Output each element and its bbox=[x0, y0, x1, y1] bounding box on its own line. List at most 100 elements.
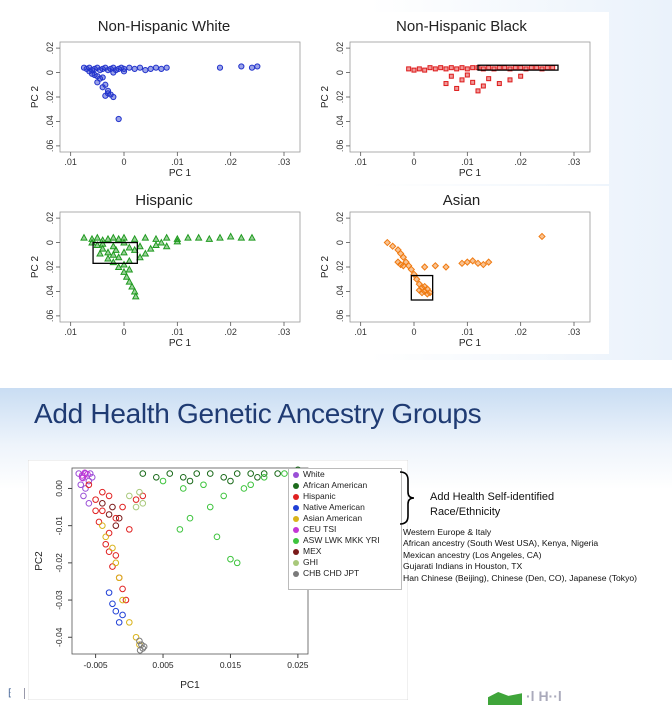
data-point bbox=[80, 233, 88, 241]
data-point bbox=[120, 267, 128, 275]
highlight-box bbox=[410, 274, 434, 301]
data-point bbox=[136, 253, 144, 261]
data-point bbox=[142, 67, 149, 74]
data-point bbox=[459, 77, 465, 83]
data-point bbox=[114, 262, 123, 270]
data-point bbox=[193, 470, 201, 477]
data-point bbox=[136, 637, 143, 645]
data-point bbox=[126, 526, 133, 533]
data-point bbox=[166, 470, 174, 477]
data-point bbox=[139, 500, 147, 507]
highlight-box bbox=[92, 241, 138, 264]
data-point bbox=[102, 540, 110, 548]
data-point bbox=[79, 474, 87, 482]
reference-note: Western Europe & Italy bbox=[403, 527, 492, 537]
data-point bbox=[126, 492, 133, 500]
data-point bbox=[115, 514, 123, 522]
data-point bbox=[213, 533, 221, 541]
data-point bbox=[136, 242, 144, 250]
y-tick-label: .04 bbox=[335, 115, 345, 128]
data-point bbox=[139, 470, 147, 477]
data-point bbox=[484, 258, 493, 266]
data-point bbox=[407, 265, 416, 274]
data-point bbox=[470, 79, 476, 85]
self-identified-label: Add Health Self-identified Race/Ethnicit… bbox=[430, 491, 555, 518]
data-point bbox=[130, 287, 139, 295]
x-tick-label: .01 bbox=[171, 327, 184, 337]
data-point bbox=[122, 596, 130, 604]
legend-item: Asian American bbox=[289, 513, 401, 524]
x-tick-label: 0.015 bbox=[220, 660, 242, 670]
data-point bbox=[162, 233, 171, 241]
data-point bbox=[104, 234, 112, 242]
data-point bbox=[114, 253, 123, 261]
y-tick-label: .02 bbox=[335, 91, 345, 104]
legend-item: White bbox=[289, 469, 401, 480]
data-point bbox=[240, 485, 248, 492]
slide-nav-icon[interactable]: ⁅ bbox=[8, 688, 12, 699]
data-point bbox=[184, 233, 192, 241]
panel-title: Hispanic bbox=[135, 192, 193, 209]
data-point bbox=[206, 470, 214, 477]
legend-label: CEU TSI bbox=[303, 524, 337, 534]
y-tick-label: .02 bbox=[45, 212, 55, 225]
x-tick-label: .03 bbox=[568, 327, 581, 337]
data-point bbox=[141, 233, 150, 241]
data-point bbox=[416, 66, 422, 72]
data-point bbox=[254, 473, 261, 481]
data-point bbox=[126, 64, 133, 71]
data-point bbox=[110, 93, 117, 101]
y-tick-label: .02 bbox=[45, 261, 55, 274]
data-point bbox=[125, 265, 134, 273]
data-point bbox=[99, 74, 106, 81]
data-point bbox=[496, 81, 502, 87]
data-point bbox=[104, 254, 112, 262]
data-point bbox=[159, 477, 167, 485]
legend-label: Hispanic bbox=[303, 491, 336, 501]
data-point bbox=[220, 492, 228, 500]
legend-item: CHB CHD JPT bbox=[289, 568, 401, 579]
data-point bbox=[399, 262, 408, 270]
y-tick-label: .04 bbox=[45, 285, 55, 298]
data-point bbox=[544, 65, 550, 71]
data-point bbox=[216, 233, 224, 241]
x-axis-label: PC 1 bbox=[169, 168, 192, 179]
legend-label: Native American bbox=[303, 502, 365, 512]
data-point bbox=[233, 559, 241, 567]
legend-marker bbox=[293, 548, 299, 555]
data-point bbox=[86, 68, 93, 75]
data-point bbox=[248, 64, 256, 71]
y-tick-label: .06 bbox=[335, 140, 345, 153]
data-point bbox=[95, 518, 103, 526]
data-point bbox=[206, 503, 214, 511]
data-point bbox=[550, 65, 556, 71]
x-tick-label: .01 bbox=[461, 327, 474, 337]
data-point bbox=[186, 477, 194, 485]
x-tick-label: .02 bbox=[514, 327, 527, 337]
data-point bbox=[396, 260, 405, 269]
data-point bbox=[186, 514, 194, 522]
data-point bbox=[448, 73, 454, 79]
legend-marker bbox=[293, 526, 299, 533]
panel-nh-black: Non-Hispanic Black .01 0 .01 .02 .03 .02 0 .02.… bbox=[314, 12, 609, 184]
x-tick-label: 0 bbox=[121, 157, 126, 167]
legend-marker bbox=[293, 570, 299, 577]
data-point bbox=[200, 481, 207, 489]
data-point bbox=[85, 481, 93, 489]
data-point bbox=[464, 66, 470, 72]
data-point bbox=[112, 559, 120, 567]
legend-item: CEU TSI bbox=[289, 524, 401, 535]
data-point bbox=[130, 234, 139, 242]
data-point bbox=[91, 71, 98, 79]
data-point bbox=[442, 263, 450, 271]
data-point bbox=[112, 514, 120, 522]
data-point bbox=[132, 503, 140, 511]
data-point bbox=[109, 242, 118, 250]
x-tick-label: .03 bbox=[278, 157, 291, 167]
data-point bbox=[438, 65, 444, 71]
reference-note: Mexican ancestry (Los Angeles, CA) bbox=[403, 549, 542, 560]
data-point bbox=[96, 249, 104, 257]
data-point bbox=[112, 607, 120, 615]
legend-marker bbox=[293, 493, 299, 500]
brace-icon bbox=[399, 471, 415, 525]
